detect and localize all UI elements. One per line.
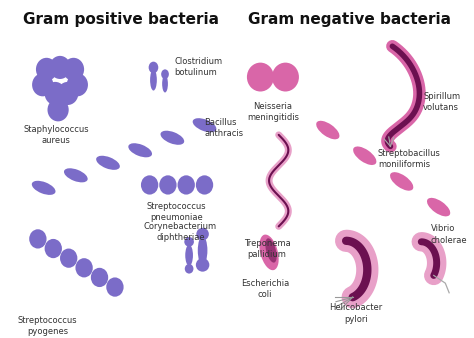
Ellipse shape [67, 73, 88, 96]
Ellipse shape [161, 131, 184, 145]
Ellipse shape [128, 143, 152, 157]
Ellipse shape [390, 172, 413, 191]
Ellipse shape [45, 239, 62, 258]
Ellipse shape [272, 63, 299, 92]
Ellipse shape [259, 235, 279, 270]
Ellipse shape [32, 73, 53, 96]
Ellipse shape [185, 264, 193, 273]
Ellipse shape [29, 229, 46, 248]
Ellipse shape [149, 62, 158, 73]
Ellipse shape [141, 175, 158, 195]
Text: Corynebacterium
diphtheriae: Corynebacterium diphtheriae [144, 222, 217, 242]
Text: Vibrio
cholerae: Vibrio cholerae [431, 224, 467, 245]
Ellipse shape [196, 228, 209, 240]
Ellipse shape [36, 58, 57, 81]
Ellipse shape [196, 175, 213, 195]
Text: Bacillus
anthracis: Bacillus anthracis [204, 118, 244, 138]
Ellipse shape [427, 198, 450, 216]
Text: Staphylococcus
aureus: Staphylococcus aureus [23, 125, 89, 145]
Ellipse shape [64, 168, 88, 183]
Ellipse shape [60, 248, 77, 268]
Ellipse shape [353, 146, 376, 165]
Ellipse shape [185, 245, 193, 266]
Ellipse shape [32, 181, 55, 195]
Ellipse shape [75, 258, 93, 277]
Ellipse shape [265, 238, 277, 263]
Ellipse shape [57, 82, 78, 105]
Ellipse shape [247, 63, 274, 92]
Text: Clostridium
botulinum: Clostridium botulinum [174, 57, 223, 77]
Ellipse shape [91, 268, 108, 287]
Ellipse shape [150, 69, 157, 91]
Ellipse shape [47, 98, 69, 121]
Text: Escherichia
coli: Escherichia coli [241, 280, 289, 299]
Text: Gram negative bacteria: Gram negative bacteria [247, 11, 450, 27]
Text: Streptococcus
pyogenes: Streptococcus pyogenes [18, 316, 77, 336]
Ellipse shape [192, 118, 216, 132]
Ellipse shape [184, 237, 194, 247]
Ellipse shape [161, 69, 169, 79]
Ellipse shape [198, 236, 208, 265]
Ellipse shape [106, 277, 124, 297]
Ellipse shape [316, 121, 339, 139]
Ellipse shape [196, 258, 210, 272]
Ellipse shape [96, 156, 120, 170]
Ellipse shape [63, 58, 84, 81]
Text: Streptobacillus
moniliformis: Streptobacillus moniliformis [378, 149, 441, 169]
Ellipse shape [162, 75, 168, 93]
Ellipse shape [49, 56, 71, 79]
Text: Spirillum
volutans: Spirillum volutans [423, 92, 460, 112]
Text: Helicobacter
pylori: Helicobacter pylori [329, 304, 383, 323]
Ellipse shape [45, 82, 66, 105]
Text: Treponema
pallidium: Treponema pallidium [244, 239, 291, 259]
Ellipse shape [178, 175, 195, 195]
Text: Gram positive bacteria: Gram positive bacteria [23, 11, 219, 27]
Text: Streptococcus
pneumoniae: Streptococcus pneumoniae [147, 202, 206, 222]
Text: Neisseria
meningitidis: Neisseria meningitidis [247, 102, 299, 122]
Ellipse shape [159, 175, 177, 195]
